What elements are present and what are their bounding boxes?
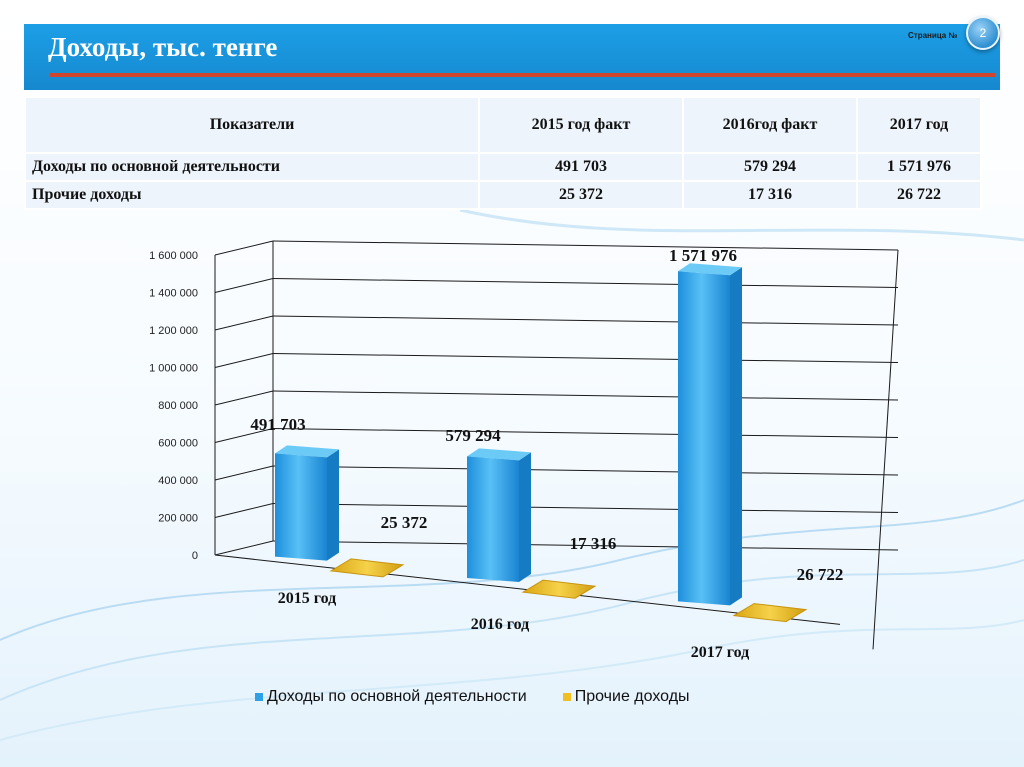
y-tick-label: 1 200 000 xyxy=(149,325,198,337)
y-tick-label: 600 000 xyxy=(158,438,198,450)
y-tick-label: 400 000 xyxy=(158,475,198,487)
gridline-side xyxy=(214,390,274,406)
y-tick-label: 1 400 000 xyxy=(149,288,198,300)
data-label-other: 26 722 xyxy=(797,565,844,584)
data-label-main: 579 294 xyxy=(445,426,501,445)
bar-main-side xyxy=(730,267,742,606)
bar-other xyxy=(521,579,597,599)
title-underline xyxy=(50,73,995,77)
income-table: Показатели 2015 год факт 2016год факт 20… xyxy=(24,96,982,210)
legend-item-main: Доходы по основной деятельности xyxy=(255,688,527,706)
gridline-side xyxy=(214,465,274,481)
x-tick-label: 2015 год xyxy=(278,590,337,607)
bar-main xyxy=(467,456,519,582)
legend-label: Прочие доходы xyxy=(574,688,690,705)
gridline xyxy=(272,465,899,476)
title-bar: Доходы, тыс. тенге xyxy=(24,24,1000,90)
table-header-row: Показатели 2015 год факт 2016год факт 20… xyxy=(24,96,982,154)
y-tick-label: 0 xyxy=(192,550,198,562)
column-header: Показатели xyxy=(24,96,480,154)
bar-other xyxy=(329,558,405,578)
legend-swatch-main xyxy=(255,693,263,701)
y-tick-label: 1 600 000 xyxy=(149,250,198,262)
legend-label: Доходы по основной деятельности xyxy=(267,688,527,705)
gridline-side xyxy=(214,503,274,518)
gridline xyxy=(272,503,899,514)
gridline xyxy=(272,315,899,326)
legend-swatch-other xyxy=(562,693,571,701)
page-title: Доходы, тыс. тенге xyxy=(48,32,278,62)
y-tick-label: 800 000 xyxy=(158,400,198,412)
gridline xyxy=(272,278,899,289)
bar-main-top xyxy=(275,445,339,458)
bar-main-top xyxy=(678,263,742,276)
table-row: Доходы по основной деятельности 491 703 … xyxy=(24,152,982,182)
table-cell: 26 722 xyxy=(856,180,982,210)
row-label: Доходы по основной деятельности xyxy=(24,152,480,182)
bar-main-side xyxy=(519,452,531,582)
gridline-side xyxy=(214,428,274,443)
table-row: Прочие доходы 25 372 17 316 26 722 xyxy=(24,180,982,210)
bar-main xyxy=(678,271,730,606)
bar-main-side xyxy=(327,449,339,561)
data-label-other: 17 316 xyxy=(570,534,617,553)
x-tick-label: 2017 год xyxy=(691,644,750,661)
table-cell: 579 294 xyxy=(682,152,858,182)
gridline xyxy=(272,353,899,364)
x-tick-label: 2016 год xyxy=(471,616,530,633)
gridline xyxy=(272,390,899,401)
column-header: 2017 год xyxy=(856,96,982,154)
data-label-main: 491 703 xyxy=(250,415,305,434)
data-label-main: 1 571 976 xyxy=(669,246,737,265)
column-header: 2015 год факт xyxy=(478,96,684,154)
table-cell: 1 571 976 xyxy=(856,152,982,182)
gridline-side xyxy=(214,315,274,331)
gridline xyxy=(272,540,899,551)
gridline-side xyxy=(214,240,274,256)
page-number-badge: 2 xyxy=(966,16,1000,50)
gridline-side xyxy=(214,278,274,293)
column-header: 2016год факт xyxy=(682,96,858,154)
data-label-other: 25 372 xyxy=(381,513,428,532)
gridline-side xyxy=(214,353,274,368)
bar-main xyxy=(275,453,327,561)
y-tick-label: 1 000 000 xyxy=(149,363,198,375)
legend-item-other: Прочие доходы xyxy=(562,688,690,706)
bar-main-top xyxy=(467,448,531,461)
gridline xyxy=(272,240,899,251)
chart-legend: Доходы по основной деятельности Прочие д… xyxy=(255,688,690,706)
row-label: Прочие доходы xyxy=(24,180,480,210)
page-number-label: Страница № xyxy=(908,31,958,40)
table-cell: 491 703 xyxy=(478,152,684,182)
bar-other xyxy=(732,603,808,623)
gridline xyxy=(272,428,899,439)
y-tick-label: 200 000 xyxy=(158,513,198,525)
table-cell: 25 372 xyxy=(478,180,684,210)
table-cell: 17 316 xyxy=(682,180,858,210)
right-wall-edge xyxy=(872,249,899,650)
gridline-side xyxy=(214,540,274,556)
